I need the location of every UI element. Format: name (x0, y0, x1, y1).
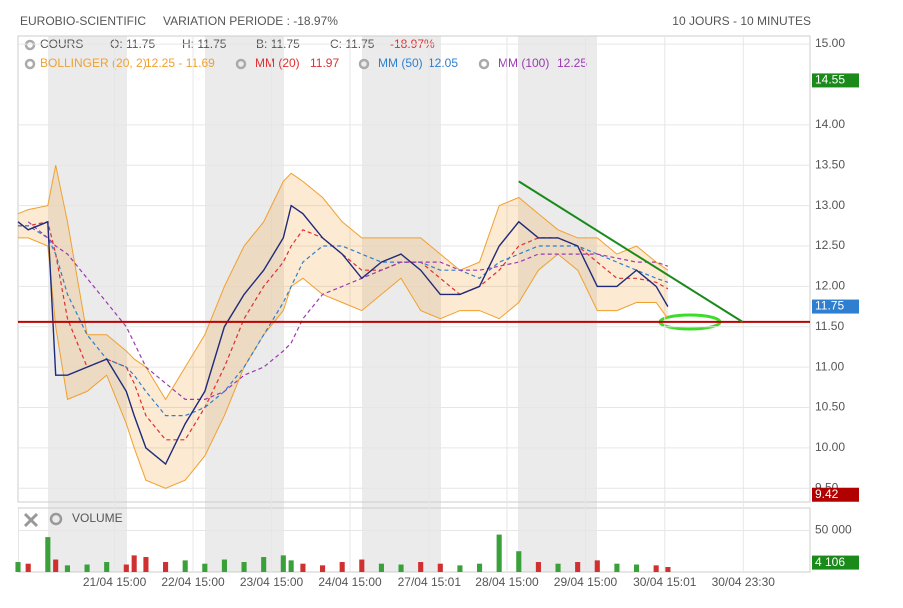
y-tick-label: 10.50 (815, 400, 845, 414)
volume-tag (812, 555, 859, 570)
volume-bar (45, 537, 51, 572)
volume-bar (25, 563, 31, 572)
y-tick-label: 15.00 (815, 36, 845, 50)
y-tick-label: 13.50 (815, 157, 845, 171)
gear-icon (24, 39, 36, 51)
legend-ma-value: 12.25 (557, 56, 587, 70)
volume-bar (261, 557, 267, 572)
moving-average (18, 221, 669, 441)
volume-bar (280, 555, 286, 572)
y-tick-label: 50 000 (815, 523, 852, 537)
volume-bar (53, 559, 59, 572)
gear-icon (24, 58, 36, 70)
price-tag-label: 11.75 (815, 299, 844, 313)
price-frame (17, 35, 811, 503)
gear-icon (358, 58, 370, 70)
legend-bollinger-value: 12.25 - 11.69 (145, 56, 215, 70)
volume-bar (614, 563, 620, 572)
bollinger-upper (17, 165, 669, 401)
x-tick-label: 28/04 15:00 (475, 575, 539, 589)
legend-ma: MM (50) (378, 56, 423, 70)
volume-bar (457, 565, 463, 572)
y-tick-label: 13.00 (815, 198, 845, 212)
x-tick-label: 30/04 23:30 (712, 575, 776, 589)
subtitle: VARIATION PERIODE : -18.97% (163, 14, 338, 28)
volume-bar (64, 565, 71, 572)
price-tag (812, 73, 859, 88)
gear-icon (478, 58, 490, 70)
x-tick-label: 22/04 15:00 (161, 575, 225, 589)
volume-bar (104, 562, 110, 572)
volume-bar (535, 562, 541, 572)
close-icon[interactable] (23, 512, 39, 528)
price-tag-label: 14.55 (815, 73, 845, 87)
x-tick-label: 30/04 15:01 (633, 575, 697, 589)
legend-ma-value: 11.97 (310, 56, 339, 70)
x-tick-label: 23/04 15:00 (240, 575, 304, 589)
volume-bar (241, 562, 247, 572)
y-tick-label: 14.00 (815, 117, 845, 131)
volume-tag-label: 4 106 (815, 555, 845, 569)
volume-bar (378, 563, 384, 572)
x-tick-label: 21/04 15:00 (83, 575, 147, 589)
x-tick-label: 24/04 15:00 (318, 575, 382, 589)
price-line (17, 204, 669, 466)
legend-bollinger: BOLLINGER (20, 2) (40, 56, 147, 70)
price-tag (812, 299, 859, 314)
volume-bar (437, 563, 443, 572)
bollinger-lower (18, 237, 669, 489)
volume-bar (653, 565, 659, 572)
volume-bar (339, 562, 345, 572)
price-tag-label: 9.42 (815, 487, 839, 501)
volume-bar (123, 564, 129, 572)
y-tick-label: 11.50 (815, 319, 844, 333)
volume-bar (418, 562, 424, 572)
volume-bar (131, 555, 137, 572)
title: EUROBIO-SCIENTIFIC (20, 14, 146, 28)
x-tick-label: 27/04 15:01 (398, 575, 462, 589)
gear-icon (235, 58, 247, 70)
period: 10 JOURS - 10 MINUTES (672, 14, 811, 28)
volume-bar (288, 560, 294, 572)
trend-line (518, 180, 744, 323)
volume-bar (665, 567, 671, 572)
volume-bar (398, 564, 404, 572)
volume-bar (476, 563, 483, 572)
volume-bar (221, 559, 227, 572)
volume-bar (594, 560, 600, 572)
volume-bar (143, 557, 149, 572)
volume-bar (163, 562, 169, 572)
mask (0, 508, 18, 572)
legend-ma: MM (20) (255, 56, 300, 70)
moving-average (18, 225, 669, 417)
volume-label: VOLUME (72, 511, 123, 525)
volume-bar (496, 534, 502, 572)
volume-bar (320, 565, 326, 572)
volume-bar (300, 563, 306, 572)
legend-ma-value: 12.05 (428, 56, 458, 70)
volume-bar (202, 563, 208, 572)
y-tick-label: 12.00 (815, 279, 845, 293)
gear-icon (49, 512, 63, 526)
volume-bar (182, 560, 188, 572)
volume-bar (516, 551, 522, 572)
x-tick-label: 29/04 15:00 (554, 575, 618, 589)
y-tick-label: 11.00 (815, 359, 844, 373)
volume-bar (15, 562, 21, 572)
legend-ma: MM (100) (498, 56, 549, 70)
volume-bar (84, 564, 90, 572)
volume-bar (555, 563, 561, 572)
bollinger-fill (18, 165, 668, 489)
volume-bar (575, 562, 581, 572)
y-tick-label: 10.00 (815, 440, 845, 454)
y-tick-label: 12.50 (815, 238, 845, 252)
volume-bar (633, 564, 640, 572)
volume-bar (359, 559, 365, 572)
price-tag (812, 487, 859, 502)
moving-average (27, 221, 669, 400)
